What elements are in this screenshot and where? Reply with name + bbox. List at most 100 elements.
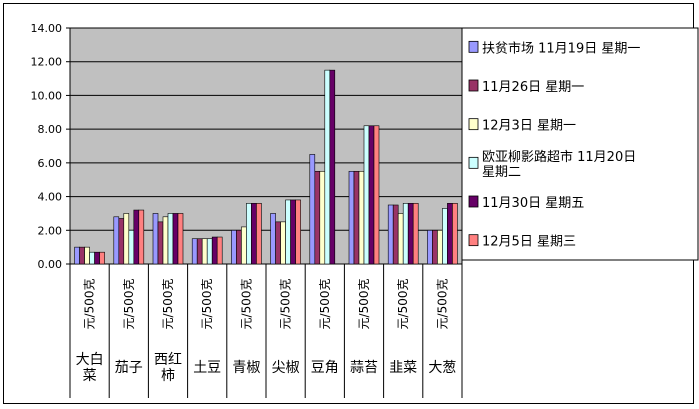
category-label-line: 西红 [154,352,182,368]
category-label: 土豆 [193,360,221,376]
legend-swatch [468,79,479,92]
bar [216,236,223,265]
bar [251,203,257,265]
unit-label: 元/500克 [396,279,410,330]
bar [358,170,365,265]
unit-label: 元/500克 [239,279,253,330]
bar [84,246,90,265]
unit-label: 元/500克 [161,279,175,330]
bar [407,203,414,265]
bar [113,216,120,265]
legend-label: 12月3日 星期一 [482,119,576,134]
category-label-line: 韭菜 [389,360,417,376]
legend-label: 欧亚柳影路超市 11月20日星期二 [482,149,636,180]
legend-swatch [468,195,479,208]
bar [74,246,80,265]
bar [138,209,145,265]
y-axis-tick-labels: 0.00 2.00 4.00 6.00 8.00 10.00 12.00 14.00 [31,22,63,271]
category-label: 大白菜 [76,352,104,384]
bar [270,213,276,265]
bar [152,213,159,265]
bar [285,199,291,265]
bar [191,238,198,265]
legend: 扶贫市场 11月19日 星期一 11月26日 星期一 12月3日 星期一欧亚柳影路超… [461,27,699,261]
bar [442,208,448,265]
category-label: 尖椒 [272,360,300,376]
bar [295,199,301,265]
y-tick-label: 6.00 [38,157,63,170]
y-tick-label: 2.00 [38,224,63,237]
unit-label: 元/500克 [435,279,449,330]
legend-label: 11月30日 星期五 [482,196,584,211]
category-label: 青椒 [232,360,260,376]
unit-label: 元/500克 [200,279,214,330]
category-label: 大葱 [428,360,456,376]
bar [157,221,164,265]
bar [452,203,458,265]
category-label-line: 青椒 [232,360,260,376]
bar [172,213,179,265]
bar [206,238,213,265]
bar [211,236,218,265]
y-tick-label: 14.00 [31,22,63,35]
legend-label-line: 星期二 [482,165,521,180]
category-label-line: 茄子 [115,359,143,376]
category-label: 茄子 [115,359,143,376]
bar [118,218,125,265]
bar [79,246,85,265]
category-label: 豆角 [311,360,339,376]
bar [128,229,135,265]
category-label-line: 大葱 [428,360,456,376]
bar [241,226,247,265]
bar [290,199,296,265]
category-label-line: 土豆 [193,360,221,376]
bar [437,229,443,265]
legend-swatch [468,40,479,53]
category-label-line: 大白 [76,352,104,368]
bar [123,213,130,265]
bar [363,125,370,265]
bar [256,203,262,265]
bar [246,203,252,265]
unit-label: 元/500克 [357,279,371,330]
legend-label-line: 欧亚柳影路超市 11月20日 [482,149,636,165]
category-label-line: 豆角 [311,360,339,376]
category-label-line: 尖椒 [272,360,300,376]
bar [280,221,286,265]
bar [427,229,433,265]
bar [402,203,409,265]
category-label-line: 柿 [161,367,175,384]
bar [368,125,375,265]
bar [133,209,140,265]
y-tick-label: 0.00 [38,258,63,271]
bar [231,229,237,265]
bar [94,251,100,265]
y-tick-label: 10.00 [31,89,63,102]
bar [201,238,208,265]
legend-label-line: 扶贫市场 11月19日 星期一 [482,40,640,56]
category-label: 韭菜 [389,360,417,376]
y-tick-label: 8.00 [38,123,63,136]
bar [412,203,419,265]
category-label-line: 蒜苔 [350,359,378,376]
category-label: 西红柿 [154,352,182,384]
bar [447,203,453,265]
bar [353,170,360,265]
bars [74,69,458,265]
bar [314,170,321,265]
legend-swatch [468,118,479,131]
unit-label: 元/500克 [318,279,332,330]
unit-label: 元/500克 [122,279,136,330]
unit-label: 元/500克 [279,279,293,330]
bar [397,213,404,265]
legend-label: 扶贫市场 11月19日 星期一 [482,40,640,56]
legend-label: 12月5日 星期三 [482,235,576,250]
legend-label-line: 12月3日 星期一 [482,119,576,134]
bar [329,69,336,265]
bar [99,251,105,265]
unit-label: 元/500克 [83,279,97,330]
legend-swatch [468,234,479,247]
legend-label: 11月26日 星期一 [482,80,584,95]
